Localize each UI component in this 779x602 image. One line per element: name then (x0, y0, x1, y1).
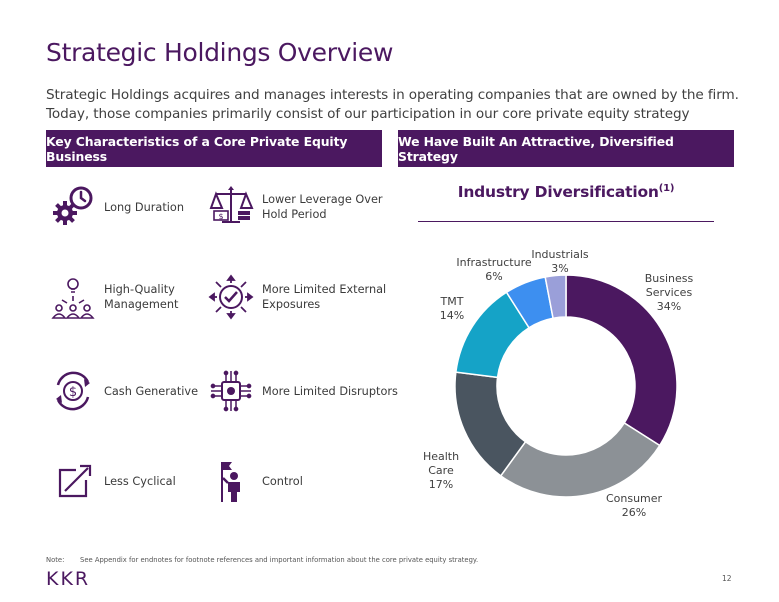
svg-text:$: $ (218, 212, 223, 221)
slice-label-tmt: TMT 14% (440, 295, 465, 322)
chart-title-text: Industry Diversification (457, 183, 659, 202)
slice-business-services (565, 274, 678, 447)
footnote-text: See Appendix for endnotes for footnote r… (80, 556, 479, 564)
chart-title-rule (418, 221, 714, 222)
scale-icon: $ (208, 184, 254, 230)
feature-label: Less Cyclical (104, 474, 176, 488)
circuit-chip-icon (208, 368, 254, 414)
chart-title-footnote: (1) (658, 183, 675, 194)
feature-long-duration: Long Duration (50, 184, 184, 230)
slice-consumer (499, 421, 661, 498)
arrow-box-icon (50, 458, 96, 504)
feature-limited-disruptors: More Limited Disruptors (208, 368, 398, 414)
feature-less-cyclical: Less Cyclical (50, 458, 176, 504)
slice-label-business-services: Business Services 34% (645, 272, 694, 313)
feature-high-quality-management: High-Quality Management (50, 274, 178, 320)
feature-control: Control (208, 458, 303, 504)
slice-label-health-care: Health Care 17% (423, 450, 459, 491)
feature-label: Control (262, 474, 303, 488)
feature-label: More Limited Disruptors (262, 384, 398, 398)
feature-cash-generative: $ Cash Generative (50, 368, 198, 414)
slice-label-consumer: Consumer 26% (606, 492, 663, 519)
slice-industrials (544, 274, 567, 320)
dollar-cycle-icon: $ (50, 368, 96, 414)
shield-arrows-icon (208, 274, 254, 320)
feature-label: Cash Generative (104, 384, 199, 398)
feature-label: Long Duration (104, 200, 184, 214)
page-number: 12 (722, 574, 732, 583)
diversified-strategy-banner: We Have Built An Attractive, Diversified… (398, 130, 734, 167)
footnote-key: Note: (46, 556, 65, 564)
footnote: Note: See Appendix for endnotes for footn… (46, 556, 478, 564)
team-lightbulb-icon (50, 274, 96, 320)
key-characteristics-banner: Key Characteristics of a Core Private Eq… (46, 130, 382, 167)
feature-label: More Limited External Exposures (262, 283, 387, 311)
slice-label-industrials: Industrials 3% (531, 248, 589, 275)
gears-clock-icon (50, 184, 96, 230)
feature-label: Lower Leverage Over Hold Period (262, 193, 383, 221)
feature-limited-external-exposures: More Limited External Exposures (208, 274, 386, 320)
feature-label: High-Quality Management (104, 283, 179, 311)
person-flag-icon (208, 458, 254, 504)
page-subtitle: Strategic Holdings acquires and manages … (46, 87, 739, 122)
chart-title: Industry Diversification(1) (418, 183, 714, 201)
kkr-logo: KKR (46, 568, 91, 590)
slice-label-infrastructure: Infrastructure 6% (456, 256, 532, 283)
feature-lower-leverage: $ Lower Leverage Over Hold Period (208, 184, 383, 230)
page-title: Strategic Holdings Overview (46, 38, 394, 67)
svg-text:$: $ (69, 385, 77, 400)
